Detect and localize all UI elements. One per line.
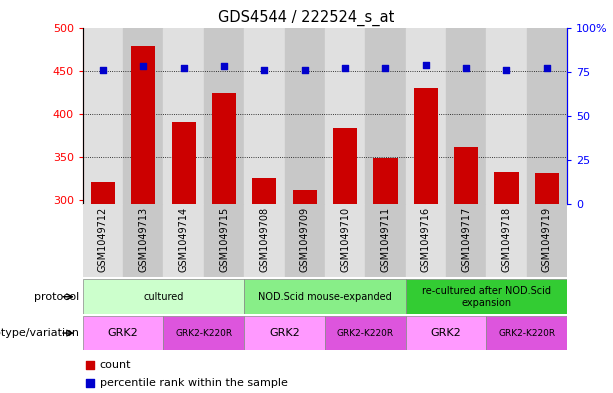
Point [542, 65, 552, 71]
Point [219, 63, 229, 70]
Bar [212, 93, 236, 204]
Bar [406, 316, 486, 350]
Bar [204, 204, 244, 277]
Text: GRK2-K220R: GRK2-K220R [175, 329, 232, 338]
Bar [164, 28, 204, 204]
Text: GRK2-K220R: GRK2-K220R [337, 329, 394, 338]
Text: GSM1049717: GSM1049717 [461, 207, 471, 272]
Text: GSM1049716: GSM1049716 [421, 207, 431, 272]
Text: GSM1049715: GSM1049715 [219, 207, 229, 272]
Bar [325, 316, 406, 350]
Text: percentile rank within the sample: percentile rank within the sample [100, 378, 287, 388]
Point [98, 67, 108, 73]
Point [259, 67, 269, 73]
Point [461, 65, 471, 71]
Bar [123, 28, 164, 204]
Bar [83, 316, 164, 350]
Bar [535, 173, 559, 204]
Bar [406, 204, 446, 277]
Point [300, 67, 310, 73]
Bar [83, 279, 244, 314]
Text: re-cultured after NOD.Scid
expansion: re-cultured after NOD.Scid expansion [422, 286, 551, 307]
Point [386, 281, 396, 287]
Bar [486, 316, 567, 350]
Bar [292, 190, 317, 204]
Point [386, 120, 396, 127]
Point [340, 65, 350, 71]
Bar [164, 204, 204, 277]
Bar [204, 28, 244, 204]
Text: GRK2: GRK2 [430, 328, 462, 338]
Bar [414, 88, 438, 204]
Text: count: count [100, 360, 131, 371]
Text: GSM1049709: GSM1049709 [300, 207, 310, 272]
Bar [244, 204, 284, 277]
Bar [406, 28, 446, 204]
Bar [365, 204, 406, 277]
Bar [123, 204, 164, 277]
Text: GSM1049718: GSM1049718 [501, 207, 511, 272]
Bar [325, 204, 365, 277]
Bar [131, 46, 156, 204]
Text: GRK2: GRK2 [108, 328, 139, 338]
Bar [284, 28, 325, 204]
Point [501, 67, 511, 73]
Bar [446, 28, 486, 204]
Text: GSM1049713: GSM1049713 [139, 207, 148, 272]
Bar [164, 316, 244, 350]
Point [139, 63, 148, 70]
Bar [365, 28, 406, 204]
Bar [454, 147, 478, 204]
Text: GRK2: GRK2 [269, 328, 300, 338]
Bar [406, 279, 567, 314]
Bar [253, 178, 276, 204]
Bar [333, 128, 357, 204]
Bar [527, 204, 567, 277]
Bar [244, 316, 325, 350]
Text: GSM1049710: GSM1049710 [340, 207, 350, 272]
Text: GSM1049711: GSM1049711 [381, 207, 390, 272]
Bar [83, 28, 123, 204]
Bar [244, 28, 284, 204]
Bar [325, 28, 365, 204]
Text: GSM1049712: GSM1049712 [98, 207, 108, 272]
Point [179, 65, 189, 71]
Bar [244, 279, 406, 314]
Bar [172, 122, 196, 204]
Bar [494, 172, 519, 204]
Point [381, 65, 390, 71]
Bar [486, 28, 527, 204]
Text: GSM1049708: GSM1049708 [259, 207, 269, 272]
Bar [486, 204, 527, 277]
Text: NOD.Scid mouse-expanded: NOD.Scid mouse-expanded [258, 292, 392, 302]
Bar [373, 158, 397, 204]
Text: GSM1049714: GSM1049714 [178, 207, 189, 272]
Bar [91, 182, 115, 204]
Text: cultured: cultured [143, 292, 184, 302]
Bar [527, 28, 567, 204]
Text: GRK2-K220R: GRK2-K220R [498, 329, 555, 338]
Bar [83, 204, 123, 277]
Point [421, 61, 431, 68]
Bar [446, 204, 486, 277]
Text: GDS4544 / 222524_s_at: GDS4544 / 222524_s_at [218, 10, 395, 26]
Text: protocol: protocol [34, 292, 80, 302]
Bar [284, 204, 325, 277]
Text: GSM1049719: GSM1049719 [542, 207, 552, 272]
Text: genotype/variation: genotype/variation [0, 328, 80, 338]
